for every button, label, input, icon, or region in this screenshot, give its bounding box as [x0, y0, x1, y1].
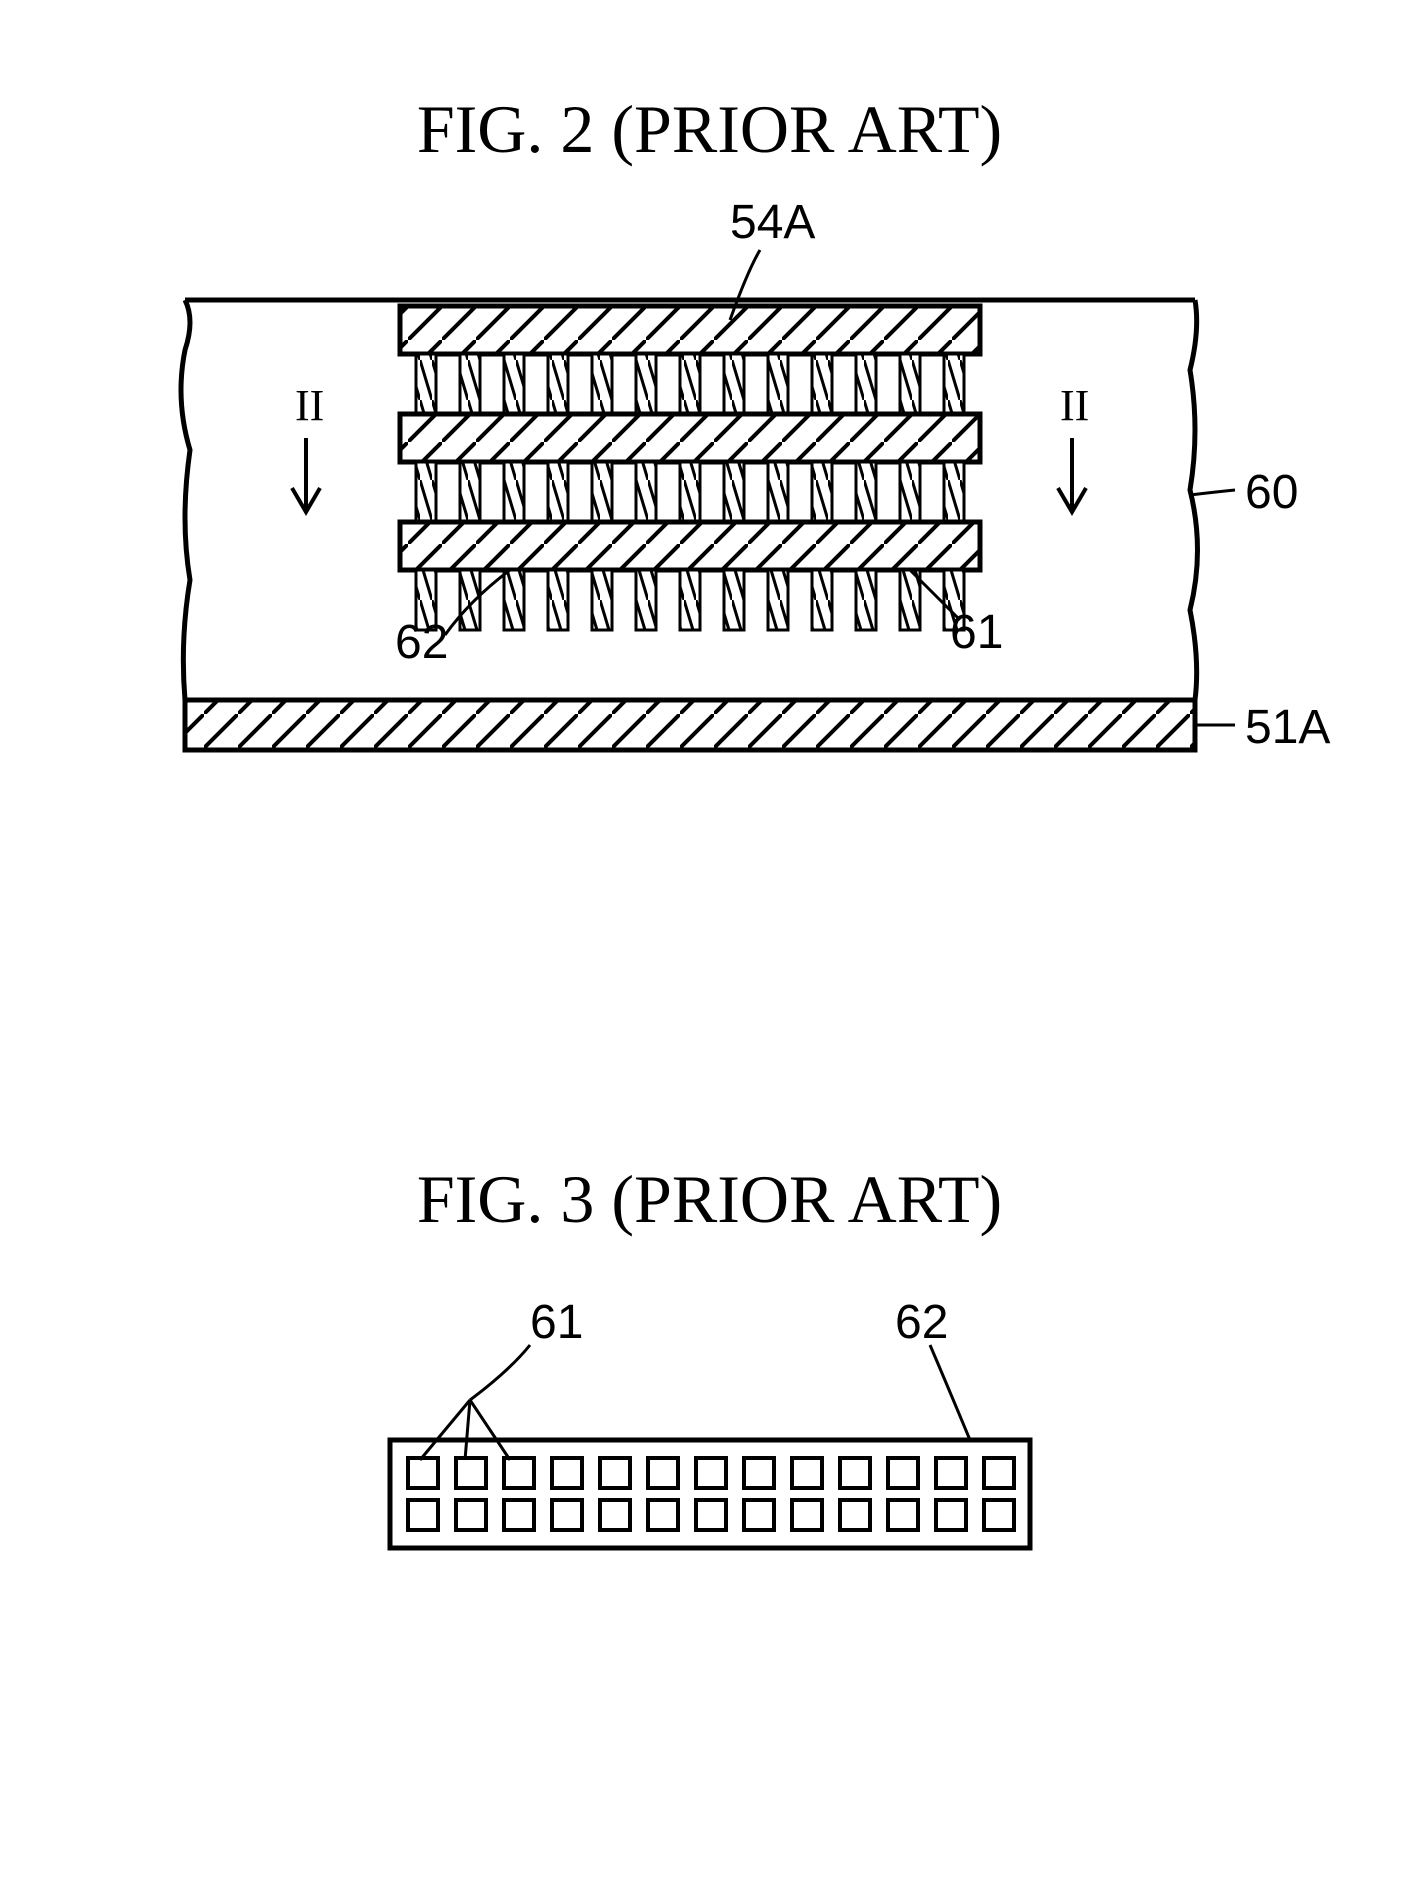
via-cell	[792, 1500, 822, 1530]
via-cell	[936, 1458, 966, 1488]
via-cell	[984, 1500, 1014, 1530]
via-cell	[456, 1458, 486, 1488]
label-62-fig3: 62	[895, 1295, 948, 1350]
via-cell	[984, 1458, 1014, 1488]
via-cell	[648, 1458, 678, 1488]
via-cell	[408, 1458, 438, 1488]
via-cell	[792, 1458, 822, 1488]
via-cell	[840, 1458, 870, 1488]
via-cell	[456, 1500, 486, 1530]
via-cell	[744, 1500, 774, 1530]
via-cell	[888, 1500, 918, 1530]
via-cell	[408, 1500, 438, 1530]
fig3-diagram	[0, 0, 1419, 1700]
via-cell	[600, 1500, 630, 1530]
via-cell	[888, 1458, 918, 1488]
via-cell	[840, 1500, 870, 1530]
via-cell	[744, 1458, 774, 1488]
label-61-fig3: 61	[530, 1295, 583, 1350]
leader-62-fig3	[930, 1345, 970, 1440]
via-cell	[600, 1458, 630, 1488]
via-cell	[936, 1500, 966, 1530]
via-cell	[696, 1500, 726, 1530]
via-cell	[552, 1500, 582, 1530]
via-cell	[504, 1500, 534, 1530]
via-cell	[552, 1458, 582, 1488]
via-cell	[696, 1458, 726, 1488]
via-cell	[504, 1458, 534, 1488]
via-cell	[648, 1500, 678, 1530]
